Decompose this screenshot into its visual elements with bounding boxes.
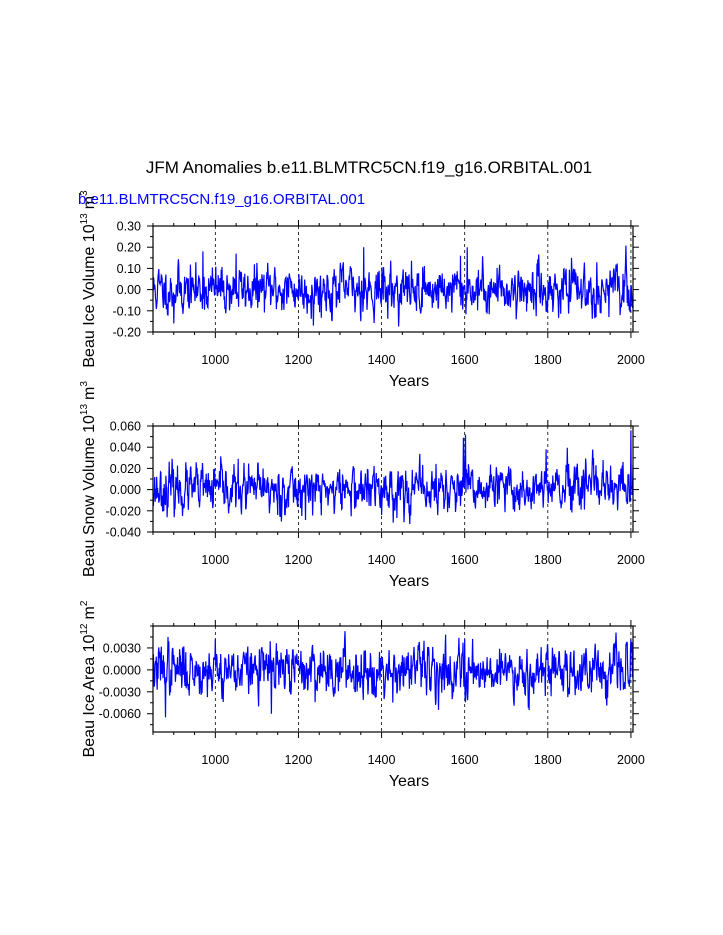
x-tick-label: 1600: [451, 353, 479, 367]
x-tick-label: 1600: [451, 553, 479, 567]
y-tick-label: -0.10: [113, 304, 142, 318]
series-line: [153, 631, 633, 718]
plot-frame: [152, 225, 634, 333]
x-tick-label: 1800: [534, 553, 562, 567]
y-tick-label: 0.060: [110, 420, 141, 434]
x-tick-label: 1000: [201, 553, 229, 567]
x-tick-label: 2000: [617, 553, 645, 567]
y-tick-label: 0.00: [117, 283, 141, 297]
y-tick-label: -0.20: [113, 326, 142, 340]
y-tick-label: 0.040: [110, 441, 141, 455]
x-tick-label: 2000: [617, 353, 645, 367]
y-tick-label: 0.30: [117, 220, 141, 234]
plot-frame: [152, 625, 634, 733]
main-title: JFM Anomalies b.e11.BLMTRC5CN.f19_g16.OR…: [146, 158, 592, 177]
x-tick-label: 1200: [285, 753, 313, 767]
y-axis-title: Beau Ice Volume 1013m3: [79, 190, 98, 368]
x-tick-label: 1400: [368, 353, 396, 367]
panel-3: 1000 1200 1400 1600 1800 2000 -0.0060 -0.0030 0.…: [79, 600, 645, 790]
y-tick-label: -0.0060: [99, 707, 141, 721]
x-tick-label: 1800: [534, 753, 562, 767]
x-tick-label: 1200: [285, 353, 313, 367]
y-tick-label: 0.000: [110, 483, 141, 497]
y-axis-title: Beau Ice Area 1012m2: [79, 600, 98, 757]
y-tick-label: 0.020: [110, 462, 141, 476]
y-tick-label: -0.0030: [99, 685, 141, 699]
x-tick-label: 2000: [617, 753, 645, 767]
y-tick-label: -0.020: [106, 504, 141, 518]
series-line: [153, 430, 633, 525]
x-tick-label: 1600: [451, 753, 479, 767]
x-axis-title: Years: [389, 373, 429, 390]
series-line: [153, 245, 633, 327]
y-tick-label: 0.0000: [103, 663, 141, 677]
x-tick-label: 1200: [285, 553, 313, 567]
x-tick-label: 1000: [201, 753, 229, 767]
x-tick-label: 1400: [368, 553, 396, 567]
panel-2: 1000 1200 1400 1600 1800 2000 -0.040 -0.020 0.00…: [79, 381, 645, 590]
x-axis-title: Years: [389, 573, 429, 590]
subtitle: b.e11.BLMTRC5CN.f19_g16.ORBITAL.001: [78, 191, 365, 208]
panel-1: 1000 1200 1400 1600 1800 2000 -0.20 -0.10 0.00 0.…: [79, 190, 645, 390]
y-axis-title: Beau Snow Volume 1013m3: [79, 381, 98, 577]
x-axis-title: Years: [389, 773, 429, 790]
x-tick-label: 1800: [534, 353, 562, 367]
y-tick-label: 0.20: [117, 241, 141, 255]
y-tick-label: 0.0030: [103, 641, 141, 655]
y-tick-label: -0.040: [106, 526, 141, 540]
x-tick-label: 1400: [368, 753, 396, 767]
y-tick-label: 0.10: [117, 262, 141, 276]
x-tick-label: 1000: [201, 353, 229, 367]
